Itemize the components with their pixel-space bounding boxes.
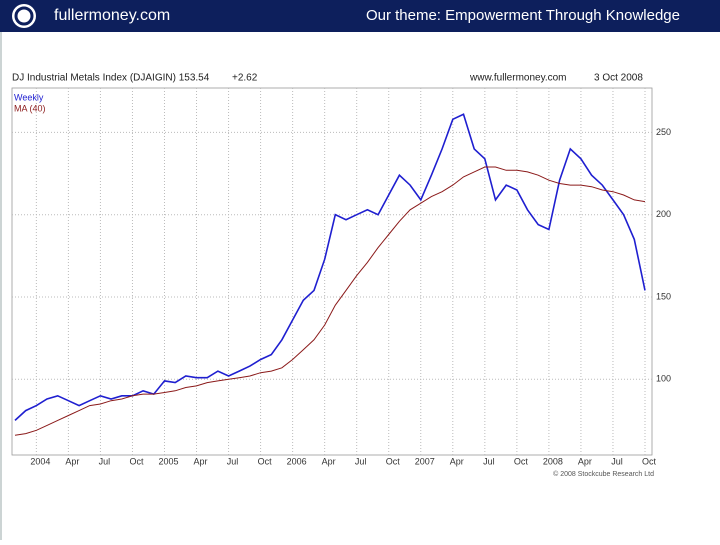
logo-ring — [14, 6, 34, 26]
x-tick-label: 2007 — [415, 456, 435, 466]
x-tick-label: Apr — [322, 456, 336, 466]
x-tick-label: 2005 — [158, 456, 178, 466]
x-tick-label: Apr — [65, 456, 79, 466]
x-tick-label: Oct — [258, 456, 273, 466]
change: +2.62 — [232, 73, 258, 84]
x-tick-label: Jul — [611, 456, 623, 466]
x-tick-label: 2006 — [287, 456, 307, 466]
x-tick-label: Jul — [99, 456, 111, 466]
x-tick-label: Oct — [642, 456, 657, 466]
x-tick-label: Oct — [514, 456, 529, 466]
x-tick-label: Apr — [450, 456, 464, 466]
copyright: © 2008 Stockcube Research Ltd — [553, 470, 654, 478]
y-tick-label: 100 — [656, 374, 671, 384]
x-tick-label: Apr — [578, 456, 592, 466]
plot-area — [11, 87, 653, 456]
x-tick-label: Apr — [194, 456, 208, 466]
header-bar — [0, 0, 720, 32]
y-tick-label: 200 — [656, 209, 671, 219]
x-tick-label: Oct — [386, 456, 401, 466]
x-tick-label: Jul — [227, 456, 239, 466]
theme: Our theme: Empowerment Through Knowledge — [366, 7, 680, 24]
x-tick-label: 2004 — [30, 456, 50, 466]
chart-title: DJ Industrial Metals Index (DJAIGIN) 153… — [12, 73, 210, 84]
series-line — [14, 113, 646, 421]
x-tick-label: Jul — [483, 456, 495, 466]
y-tick-label: 250 — [656, 127, 671, 137]
y-tick-label: 150 — [656, 291, 671, 301]
series-line — [14, 166, 646, 436]
website: www.fullermoney.com — [469, 73, 567, 84]
x-tick-label: 2008 — [543, 456, 563, 466]
legend-entry: MA (40) — [14, 103, 46, 113]
site-name: fullermoney.com — [54, 7, 170, 24]
legend-entry: Weekly — [14, 92, 44, 102]
date: 3 Oct 2008 — [594, 73, 643, 84]
x-tick-label: Jul — [355, 456, 367, 466]
x-tick-label: Oct — [129, 456, 144, 466]
